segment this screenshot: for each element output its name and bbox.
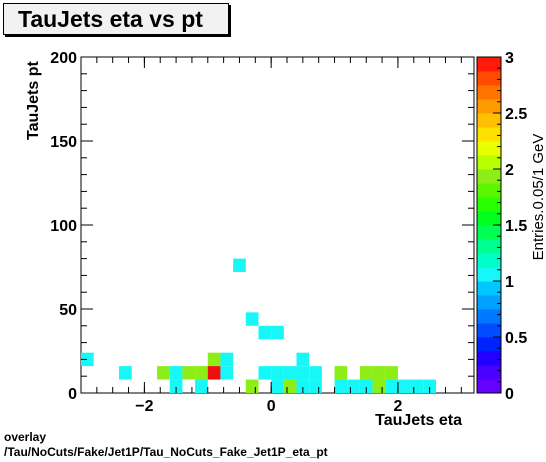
palette-swatch bbox=[477, 365, 501, 380]
x-tick-label: 2 bbox=[393, 398, 402, 415]
palette-swatch bbox=[477, 379, 501, 394]
palette-tick-label: 0.5 bbox=[505, 330, 527, 347]
y-tick-label: 200 bbox=[50, 50, 77, 67]
heatmap-cell bbox=[233, 258, 246, 273]
heatmap-cell bbox=[296, 352, 310, 367]
palette-swatch bbox=[477, 127, 501, 142]
heatmap-cell bbox=[397, 379, 411, 393]
heatmap-cells bbox=[81, 258, 436, 393]
palette-tick-label: 0 bbox=[505, 386, 514, 403]
heatmap-cell bbox=[271, 366, 284, 380]
heatmap-cell bbox=[283, 366, 297, 380]
heatmap-cell bbox=[207, 366, 221, 380]
palette-swatch bbox=[477, 85, 501, 100]
palette-swatch bbox=[477, 211, 501, 226]
palette-swatch bbox=[477, 99, 501, 114]
palette-swatch bbox=[477, 197, 501, 212]
heatmap-cell bbox=[385, 379, 398, 393]
heatmap-cell bbox=[309, 366, 322, 380]
y-tick-label: 150 bbox=[50, 134, 77, 151]
palette-tick-label: 3 bbox=[505, 50, 514, 67]
heatmap-cell bbox=[334, 379, 348, 393]
y-axis-label: TauJets pt bbox=[25, 61, 42, 141]
palette-swatch bbox=[477, 281, 501, 296]
y-tick-label: 50 bbox=[59, 302, 77, 319]
heatmap-cell bbox=[309, 379, 322, 393]
palette-tick-label: 2 bbox=[505, 162, 514, 179]
palette-swatch bbox=[477, 155, 501, 170]
palette-swatch bbox=[477, 239, 501, 254]
heatmap-cell bbox=[410, 379, 424, 393]
palette-swatch bbox=[477, 309, 501, 324]
palette-swatch bbox=[477, 225, 501, 240]
palette-tick-label: 1.5 bbox=[505, 218, 527, 235]
x-tick-label: −2 bbox=[135, 398, 153, 415]
heatmap-cell bbox=[245, 312, 259, 326]
x-tick-label: 0 bbox=[267, 398, 276, 415]
heatmap-cell bbox=[334, 366, 348, 380]
chart-title-box: TauJets eta vs pt bbox=[3, 3, 229, 35]
heatmap-cell bbox=[119, 366, 132, 380]
heatmap-cell bbox=[385, 366, 398, 380]
heatmap-cell bbox=[372, 366, 386, 380]
heatmap-cell bbox=[271, 379, 284, 393]
heatmap-cell bbox=[423, 379, 436, 393]
heatmap-cell bbox=[359, 379, 373, 393]
heatmap-cell bbox=[359, 366, 373, 380]
heatmap-cell bbox=[347, 379, 360, 393]
palette-swatch bbox=[477, 141, 501, 156]
y-tick-label: 100 bbox=[50, 218, 77, 235]
heatmap-cell bbox=[157, 366, 170, 380]
heatmap-cell bbox=[283, 379, 297, 393]
palette-swatch bbox=[477, 295, 501, 310]
axes: −2 0 2 0 50 100 150 200 bbox=[50, 50, 474, 415]
heatmap-cell bbox=[296, 366, 310, 380]
heatmap-cell bbox=[207, 352, 221, 367]
heatmap-cell bbox=[169, 366, 183, 380]
y-tick-label: 0 bbox=[68, 386, 77, 403]
palette-swatch bbox=[477, 183, 501, 198]
palette-tick-label: 2.5 bbox=[505, 106, 527, 123]
heatmap-cell bbox=[372, 379, 386, 393]
palette-swatch bbox=[477, 113, 501, 128]
heatmap-cell bbox=[296, 379, 310, 393]
heatmap-cell bbox=[169, 379, 183, 393]
heatmap-cell bbox=[81, 352, 94, 367]
heatmap-cell bbox=[258, 325, 272, 340]
palette-swatch bbox=[477, 323, 501, 338]
footer-line-2: /Tau/NoCuts/Fake/Jet1P/Tau_NoCuts_Fake_J… bbox=[4, 445, 328, 459]
palette-swatch bbox=[477, 169, 501, 184]
heatmap-cell bbox=[182, 366, 196, 380]
palette-swatch bbox=[477, 267, 501, 282]
plot-frame bbox=[80, 56, 475, 394]
palette-tick-label: 1 bbox=[505, 274, 514, 291]
heatmap-cell bbox=[245, 379, 259, 393]
heatmap-cell bbox=[258, 366, 272, 380]
x-axis-label: TauJets eta bbox=[375, 412, 462, 429]
heatmap-cell bbox=[271, 325, 284, 340]
chart-title: TauJets eta vs pt bbox=[18, 6, 203, 32]
color-palette: 0 0.5 1 1.5 2 2.5 3 bbox=[476, 50, 527, 403]
palette-swatch bbox=[477, 57, 501, 72]
heatmap-cell bbox=[195, 366, 208, 380]
palette-swatch bbox=[477, 71, 501, 86]
palette-swatch bbox=[477, 337, 501, 352]
palette-swatch bbox=[477, 351, 501, 366]
palette-swatch bbox=[477, 253, 501, 268]
footer-line-1: overlay bbox=[4, 430, 47, 444]
heatmap-cell bbox=[220, 352, 234, 367]
heatmap-cell bbox=[195, 379, 208, 393]
heatmap-cell bbox=[220, 366, 234, 380]
z-axis-label: Entries.0.05/1 GeV bbox=[530, 134, 546, 261]
